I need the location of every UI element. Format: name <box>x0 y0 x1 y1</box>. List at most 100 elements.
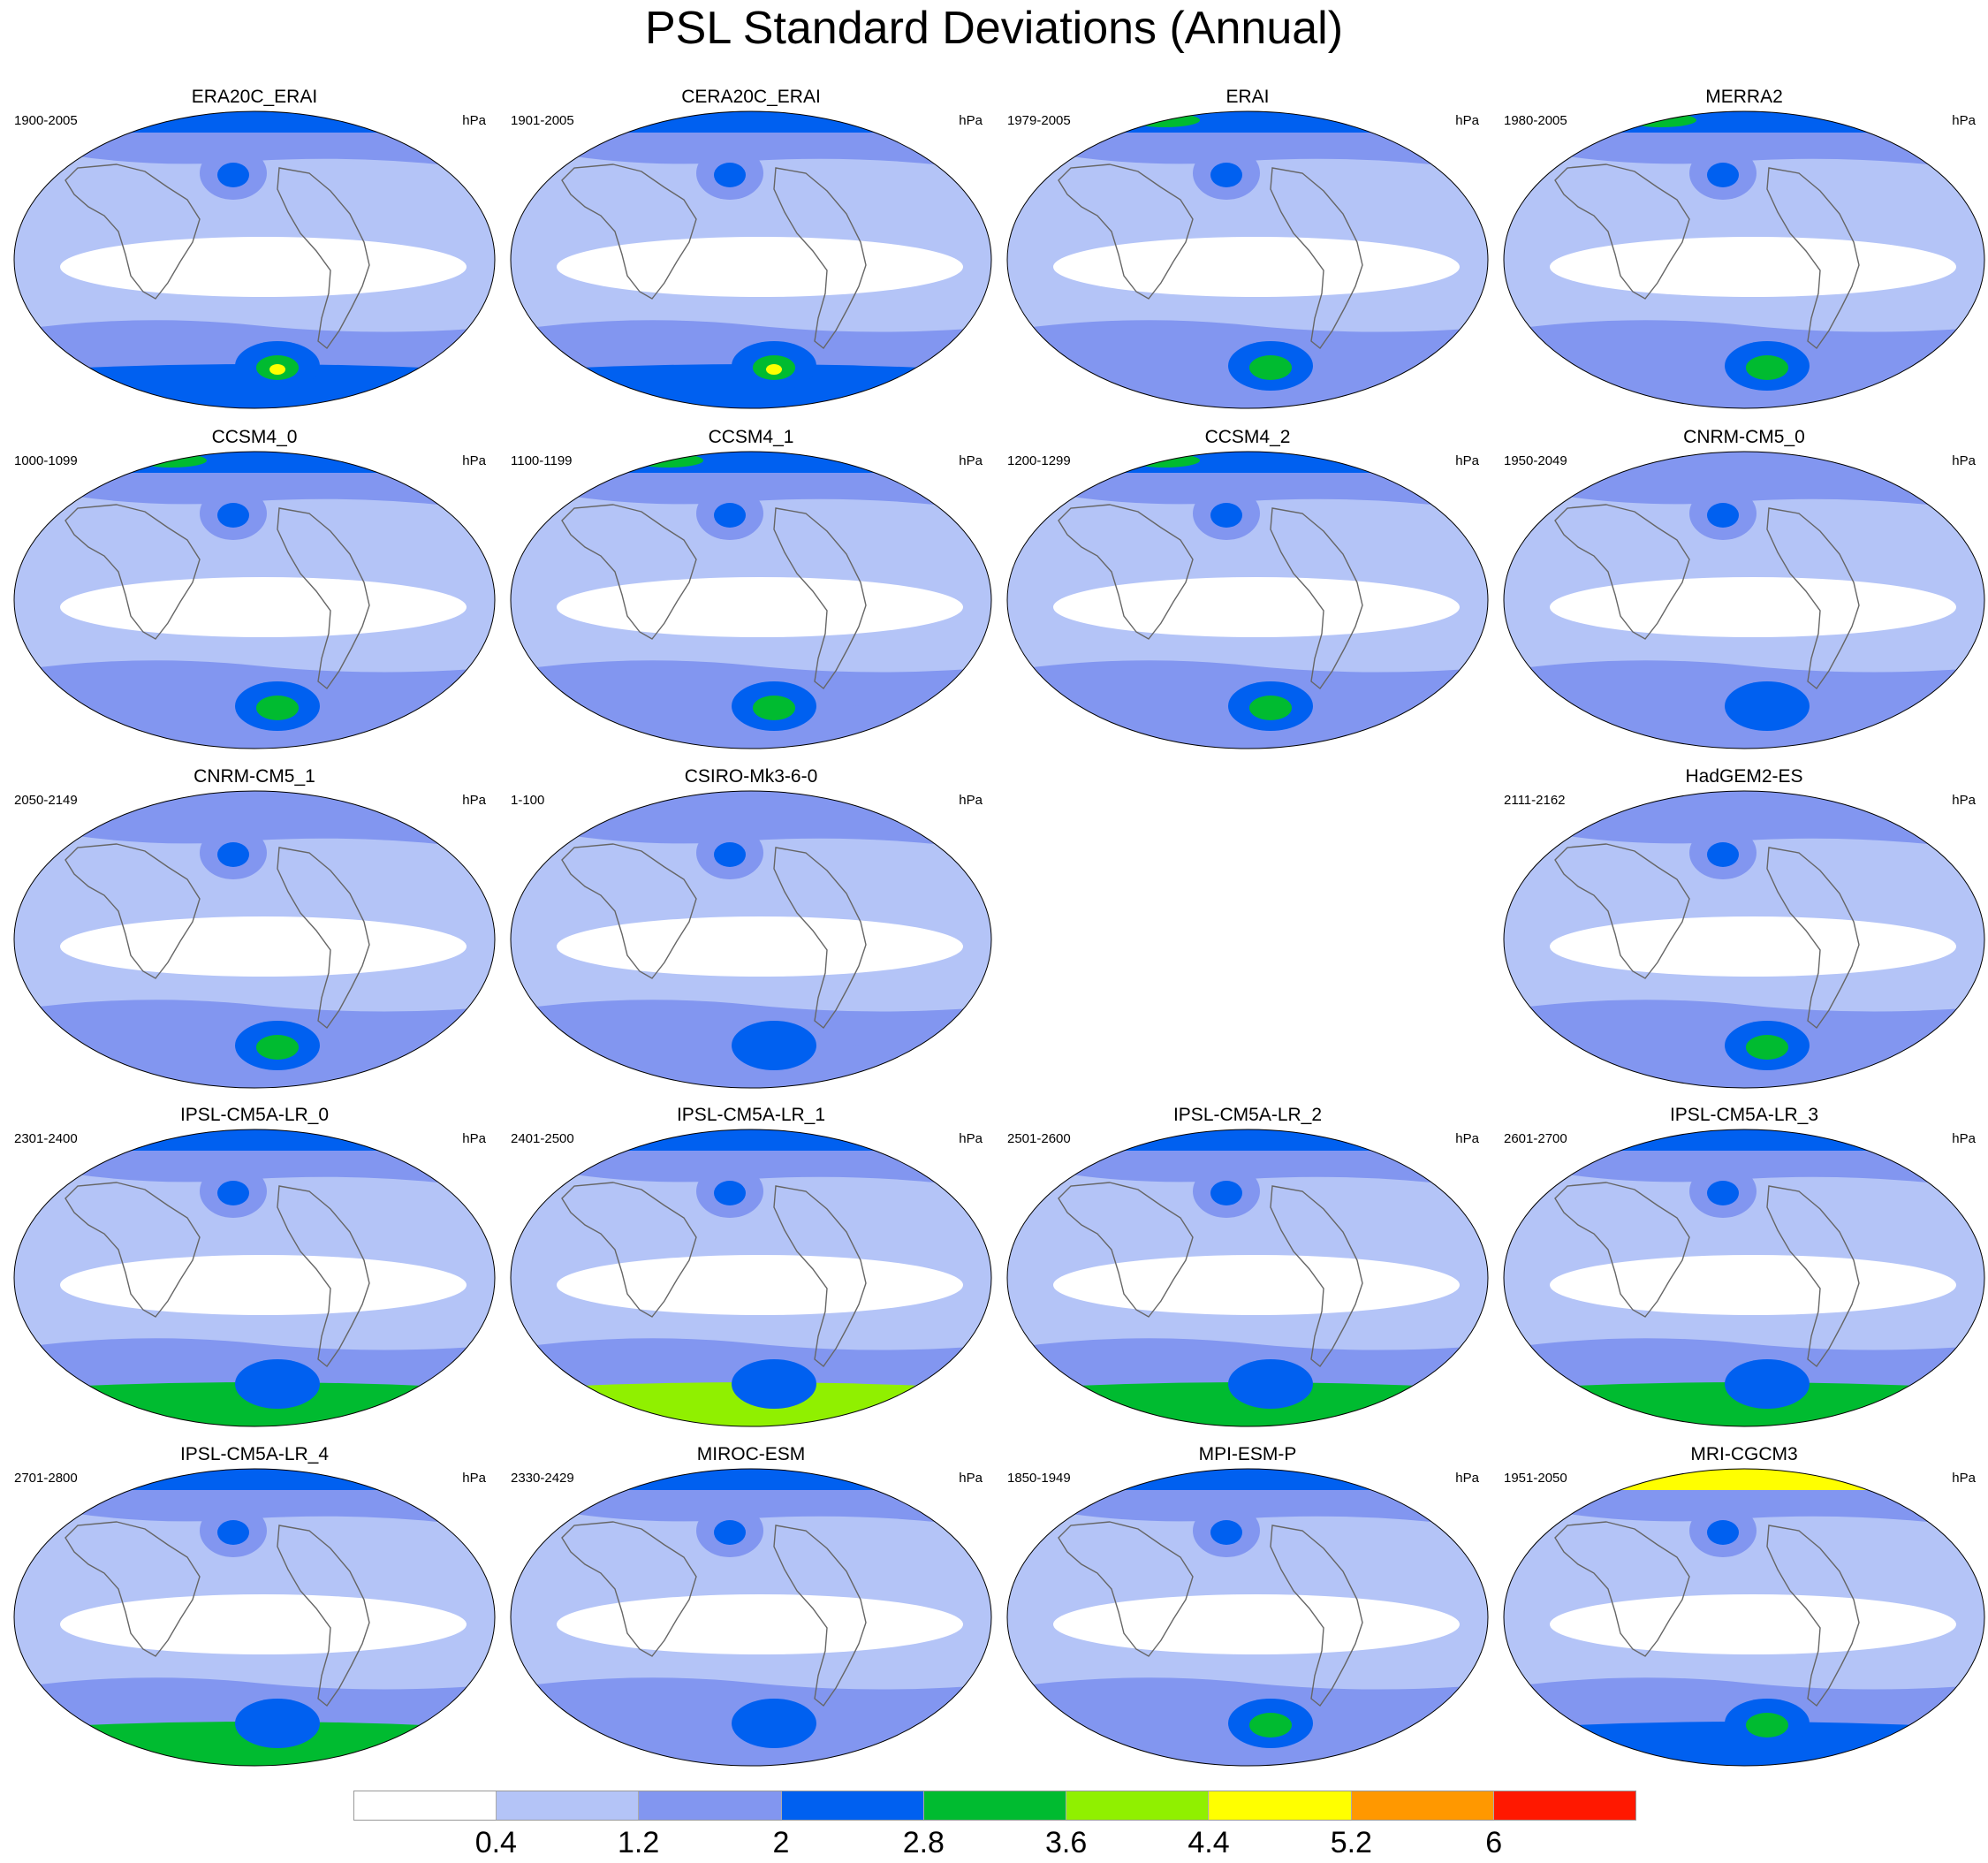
field-tropics-low <box>1550 1594 1956 1654</box>
field-north-polar <box>14 452 495 473</box>
field-aleutian-core <box>1707 842 1739 867</box>
map-panel: CCSM4_0 1000-1099 hPa <box>7 427 502 761</box>
field-tropics-low <box>557 1594 963 1654</box>
field-amundsen <box>732 1021 816 1070</box>
field-aleutian-core <box>1707 1181 1739 1205</box>
map-panel: CNRM-CM5_0 1950-2049 hPa <box>1497 427 1988 761</box>
robinson-map <box>13 451 496 749</box>
colorbar-tick-label: 5.2 <box>1330 1826 1372 1859</box>
field-tropics-low <box>1053 237 1460 297</box>
field-aleutian-core <box>1707 163 1739 187</box>
figure-title: PSL Standard Deviations (Annual) <box>644 3 1344 54</box>
coastline <box>1058 1521 1363 1707</box>
robinson-map <box>1006 110 1489 409</box>
robinson-map <box>13 1129 496 1427</box>
field-aleutian-core <box>1707 503 1739 528</box>
field-tropics-low <box>60 577 467 637</box>
map-outline <box>510 451 992 749</box>
map-outline <box>1503 790 1985 1089</box>
coastline <box>561 163 867 350</box>
colorbar-swatch <box>1492 1791 1635 1820</box>
robinson-map <box>1503 1129 1985 1427</box>
panel-title: IPSL-CM5A-LR_2 <box>1172 1105 1323 1125</box>
field-north-polar <box>14 791 495 812</box>
colorbar-tick-label: 0.4 <box>474 1826 517 1859</box>
field-tropics-low <box>1550 916 1956 977</box>
robinson-map <box>1503 110 1985 409</box>
map-outline <box>1006 110 1489 409</box>
colorbar-tick-label: 6 <box>1485 1826 1503 1859</box>
field-tropics-low <box>1053 577 1460 637</box>
panel-year-range: 2701-2800 <box>14 1471 78 1486</box>
map-outline <box>1503 110 1985 409</box>
field-aleutian-core <box>714 1181 746 1205</box>
panel-title: CCSM4_1 <box>708 427 794 447</box>
field-aleutian-core <box>217 503 249 528</box>
field-tropics-low <box>60 237 467 297</box>
panel-year-range: 1850-1949 <box>1007 1471 1071 1486</box>
map-outline <box>13 1468 496 1767</box>
colorbar-tick-label: 4.4 <box>1187 1826 1230 1859</box>
robinson-map <box>510 790 992 1089</box>
field-north-polar <box>1504 1129 1984 1151</box>
panel-year-range: 2401-2500 <box>511 1131 574 1146</box>
field-aleutian-core <box>217 1181 249 1205</box>
map-panel: IPSL-CM5A-LR_0 2301-2400 hPa <box>7 1105 502 1439</box>
panel-year-range: 1951-2050 <box>1504 1471 1567 1486</box>
robinson-map <box>1503 1468 1985 1767</box>
robinson-map <box>1006 1129 1489 1427</box>
map-outline <box>510 1129 992 1427</box>
colorbar-tick-label: 2 <box>772 1826 790 1859</box>
coastline <box>64 1521 370 1707</box>
field-north-polar <box>1007 1129 1488 1151</box>
field-amundsen-core <box>256 696 299 720</box>
field-amundsen-core <box>1249 1713 1292 1738</box>
field-north-polar <box>511 1129 991 1151</box>
field-tropics-low <box>557 916 963 977</box>
robinson-map <box>510 1468 992 1767</box>
field-amundsen-peak <box>269 364 285 375</box>
panel-year-range: 2111-2162 <box>1504 793 1566 808</box>
coastline <box>561 504 867 690</box>
panel-units: hPa <box>959 113 983 128</box>
map-outline <box>1503 451 1985 749</box>
field-aleutian-core <box>714 1520 746 1545</box>
field-amundsen <box>732 1699 816 1748</box>
panel-units: hPa <box>1952 1471 1976 1486</box>
map-outline <box>13 1129 496 1427</box>
colorbar-labels: 0.4 1.2 2 2.8 3.6 4.4 5.2 6 <box>0 1826 1988 1861</box>
field-amundsen <box>235 1359 320 1409</box>
colorbar <box>353 1791 1636 1821</box>
field-north-polar <box>511 1469 991 1490</box>
field-amundsen <box>1725 681 1810 731</box>
field-aleutian-core <box>1210 163 1242 187</box>
panel-title: MPI-ESM-P <box>1198 1444 1297 1464</box>
panel-title: IPSL-CM5A-LR_1 <box>676 1105 826 1125</box>
panel-title: IPSL-CM5A-LR_0 <box>179 1105 330 1125</box>
robinson-map <box>1006 1468 1489 1767</box>
field-amundsen-peak <box>766 364 782 375</box>
map-outline <box>1006 1129 1489 1427</box>
map-panel: ERAI 1979-2005 hPa <box>1000 87 1495 421</box>
map-outline <box>1006 1468 1489 1767</box>
field-aleutian-core <box>217 1520 249 1545</box>
field-north-polar <box>1007 111 1488 133</box>
field-amundsen-core <box>256 1035 299 1060</box>
field-aleutian-core <box>1210 1520 1242 1545</box>
panel-title: IPSL-CM5A-LR_4 <box>179 1444 330 1464</box>
map-outline <box>510 790 992 1089</box>
colorbar-tick-label: 2.8 <box>902 1826 945 1859</box>
panel-year-range: 1-100 <box>511 793 545 808</box>
panel-year-range: 1980-2005 <box>1504 113 1567 128</box>
field-tropics-low <box>557 1255 963 1315</box>
colorbar-swatch <box>354 1791 497 1820</box>
robinson-map <box>13 1468 496 1767</box>
panel-units: hPa <box>1952 793 1976 808</box>
coastline <box>1554 163 1860 350</box>
robinson-map <box>13 790 496 1089</box>
map-outline <box>510 110 992 409</box>
field-aleutian-core <box>714 842 746 867</box>
panel-title: CCSM4_2 <box>1204 427 1291 447</box>
panel-units: hPa <box>1455 113 1479 128</box>
map-panel: CSIRO-Mk3-6-0 1-100 hPa <box>504 766 998 1100</box>
